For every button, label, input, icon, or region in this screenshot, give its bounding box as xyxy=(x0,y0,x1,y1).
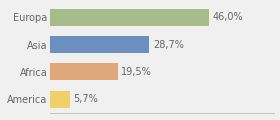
Text: 46,0%: 46,0% xyxy=(212,12,243,22)
Text: 19,5%: 19,5% xyxy=(121,67,152,77)
Bar xyxy=(50,9,209,26)
Bar xyxy=(50,36,149,53)
Text: 5,7%: 5,7% xyxy=(73,94,98,104)
Text: 28,7%: 28,7% xyxy=(153,40,184,50)
Bar xyxy=(50,91,70,108)
Bar xyxy=(50,63,118,80)
